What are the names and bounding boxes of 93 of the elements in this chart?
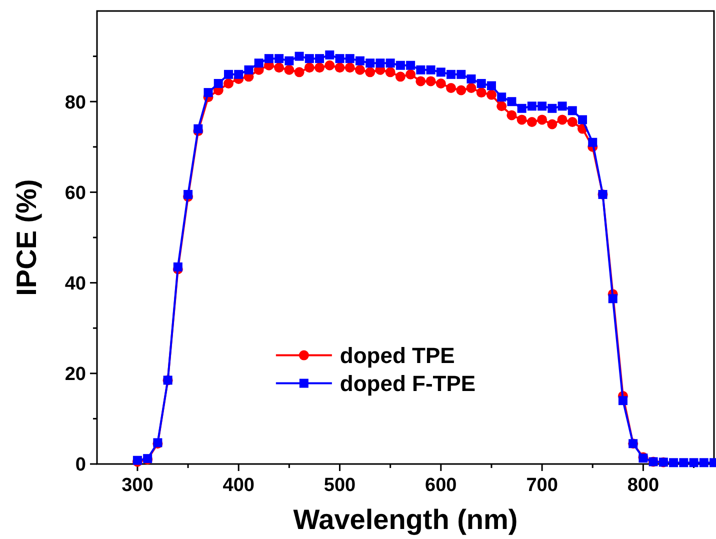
point — [446, 83, 456, 94]
point — [416, 76, 426, 86]
y-axis-title: IPCE (%) — [11, 179, 42, 296]
point — [386, 58, 395, 68]
point — [608, 294, 618, 304]
point — [507, 97, 516, 106]
y-tick-label: 60 — [64, 182, 86, 204]
point — [466, 74, 476, 84]
y-tick-label: 20 — [64, 364, 86, 386]
point — [588, 138, 598, 147]
point — [396, 60, 405, 70]
point — [284, 64, 294, 75]
point — [456, 70, 466, 79]
point — [679, 458, 688, 468]
point — [223, 78, 234, 88]
point — [194, 124, 203, 134]
point — [547, 119, 558, 130]
point — [486, 90, 496, 100]
point — [173, 262, 182, 272]
point — [264, 54, 274, 64]
point — [517, 104, 526, 113]
point — [699, 458, 708, 468]
x-tick-label: 300 — [122, 475, 154, 496]
point — [486, 81, 496, 90]
point — [436, 78, 446, 88]
point — [304, 54, 314, 64]
point — [355, 56, 364, 66]
point — [406, 69, 416, 80]
y-tick-label: 40 — [64, 273, 86, 294]
point — [578, 115, 588, 124]
point — [446, 70, 456, 79]
point — [506, 110, 517, 120]
point — [244, 65, 254, 74]
x-tick-label: 400 — [222, 475, 254, 496]
point — [456, 85, 466, 96]
point — [548, 104, 557, 113]
y-tick-label: 80 — [64, 92, 86, 114]
point — [184, 190, 193, 199]
point — [426, 76, 436, 86]
point — [689, 458, 698, 468]
point — [224, 70, 233, 79]
point — [436, 68, 446, 77]
point — [284, 56, 294, 66]
point — [567, 116, 578, 127]
point — [557, 114, 568, 125]
point — [274, 62, 284, 73]
point — [354, 64, 365, 75]
x-tick-label: 800 — [627, 475, 660, 496]
x-tick-label: 600 — [425, 475, 457, 496]
point — [416, 65, 426, 74]
point — [497, 92, 506, 102]
point — [618, 396, 628, 406]
y-tick-label: 0 — [75, 454, 86, 476]
legend-label: doped F-TPE — [340, 370, 476, 396]
point — [537, 114, 548, 125]
point — [204, 88, 213, 98]
point — [669, 458, 678, 468]
point — [366, 58, 375, 68]
point — [234, 70, 244, 79]
point — [476, 88, 486, 98]
point — [274, 54, 284, 64]
point — [395, 72, 406, 82]
point — [294, 52, 304, 61]
point — [466, 83, 476, 94]
point — [568, 106, 577, 116]
point — [294, 67, 304, 78]
point — [315, 54, 324, 64]
point — [426, 65, 436, 74]
point — [385, 67, 396, 78]
x-axis-title: Wavelength (nm) — [293, 504, 518, 535]
point — [365, 67, 376, 78]
legend-label: doped TPE — [340, 342, 455, 368]
x-tick-label: 700 — [526, 475, 558, 496]
point — [476, 78, 486, 88]
point — [345, 54, 354, 64]
point — [214, 78, 223, 88]
point — [324, 60, 335, 70]
point — [304, 62, 314, 73]
point — [325, 50, 334, 60]
point — [376, 58, 385, 68]
point — [527, 102, 536, 111]
point — [335, 54, 344, 64]
point — [558, 102, 567, 111]
point — [254, 58, 264, 68]
point — [314, 62, 325, 73]
point — [538, 102, 547, 111]
x-tick-label: 500 — [324, 475, 356, 496]
point — [496, 101, 507, 112]
point — [344, 62, 355, 73]
point — [526, 116, 537, 127]
point — [334, 62, 345, 73]
point — [516, 114, 527, 125]
point — [406, 60, 416, 70]
